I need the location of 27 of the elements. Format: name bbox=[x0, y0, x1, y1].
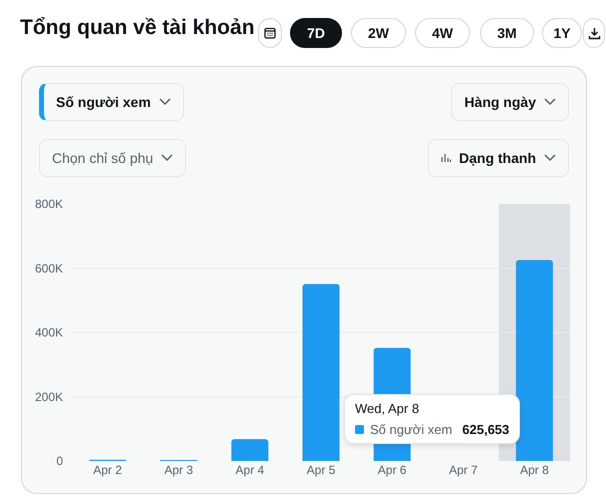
text: 4W bbox=[415, 18, 470, 48]
x-tick-label: Apr 7 bbox=[448, 463, 478, 477]
text: Hàng ngày bbox=[464, 94, 536, 110]
text: Dạng thanh bbox=[459, 150, 536, 166]
y-tick-label: 600K bbox=[34, 261, 63, 276]
x-tick-label: Apr 4 bbox=[236, 463, 265, 477]
text: Số người xem bbox=[56, 94, 151, 110]
x-tick-label: Apr 2 bbox=[93, 463, 122, 477]
x-tick-label: Apr 6 bbox=[378, 463, 407, 477]
y-tick-label: 0 bbox=[56, 454, 64, 468]
x-tick-label: Apr 3 bbox=[164, 463, 194, 477]
legend-label: Số người xem bbox=[370, 422, 452, 437]
text: Chọn chỉ số phụ bbox=[52, 150, 154, 166]
text: 1Y bbox=[542, 18, 582, 48]
chart-title: Tổng quan về tài khoản bbox=[20, 16, 255, 40]
annotation: 625,653 bbox=[462, 422, 510, 437]
x-tick-label: Apr 5 bbox=[306, 463, 336, 477]
bar bbox=[302, 284, 340, 461]
annotation: Wed, Apr 8 bbox=[355, 401, 420, 416]
x-tick-label: Apr 8 bbox=[520, 463, 550, 477]
text: 7D bbox=[290, 18, 342, 48]
text: 3M bbox=[480, 18, 534, 48]
y-tick-label: 800K bbox=[34, 197, 63, 212]
y-tick-label: 200K bbox=[34, 390, 63, 404]
text: 2W bbox=[351, 18, 406, 48]
bar bbox=[231, 439, 268, 461]
y-tick-label: 400K bbox=[34, 326, 63, 340]
